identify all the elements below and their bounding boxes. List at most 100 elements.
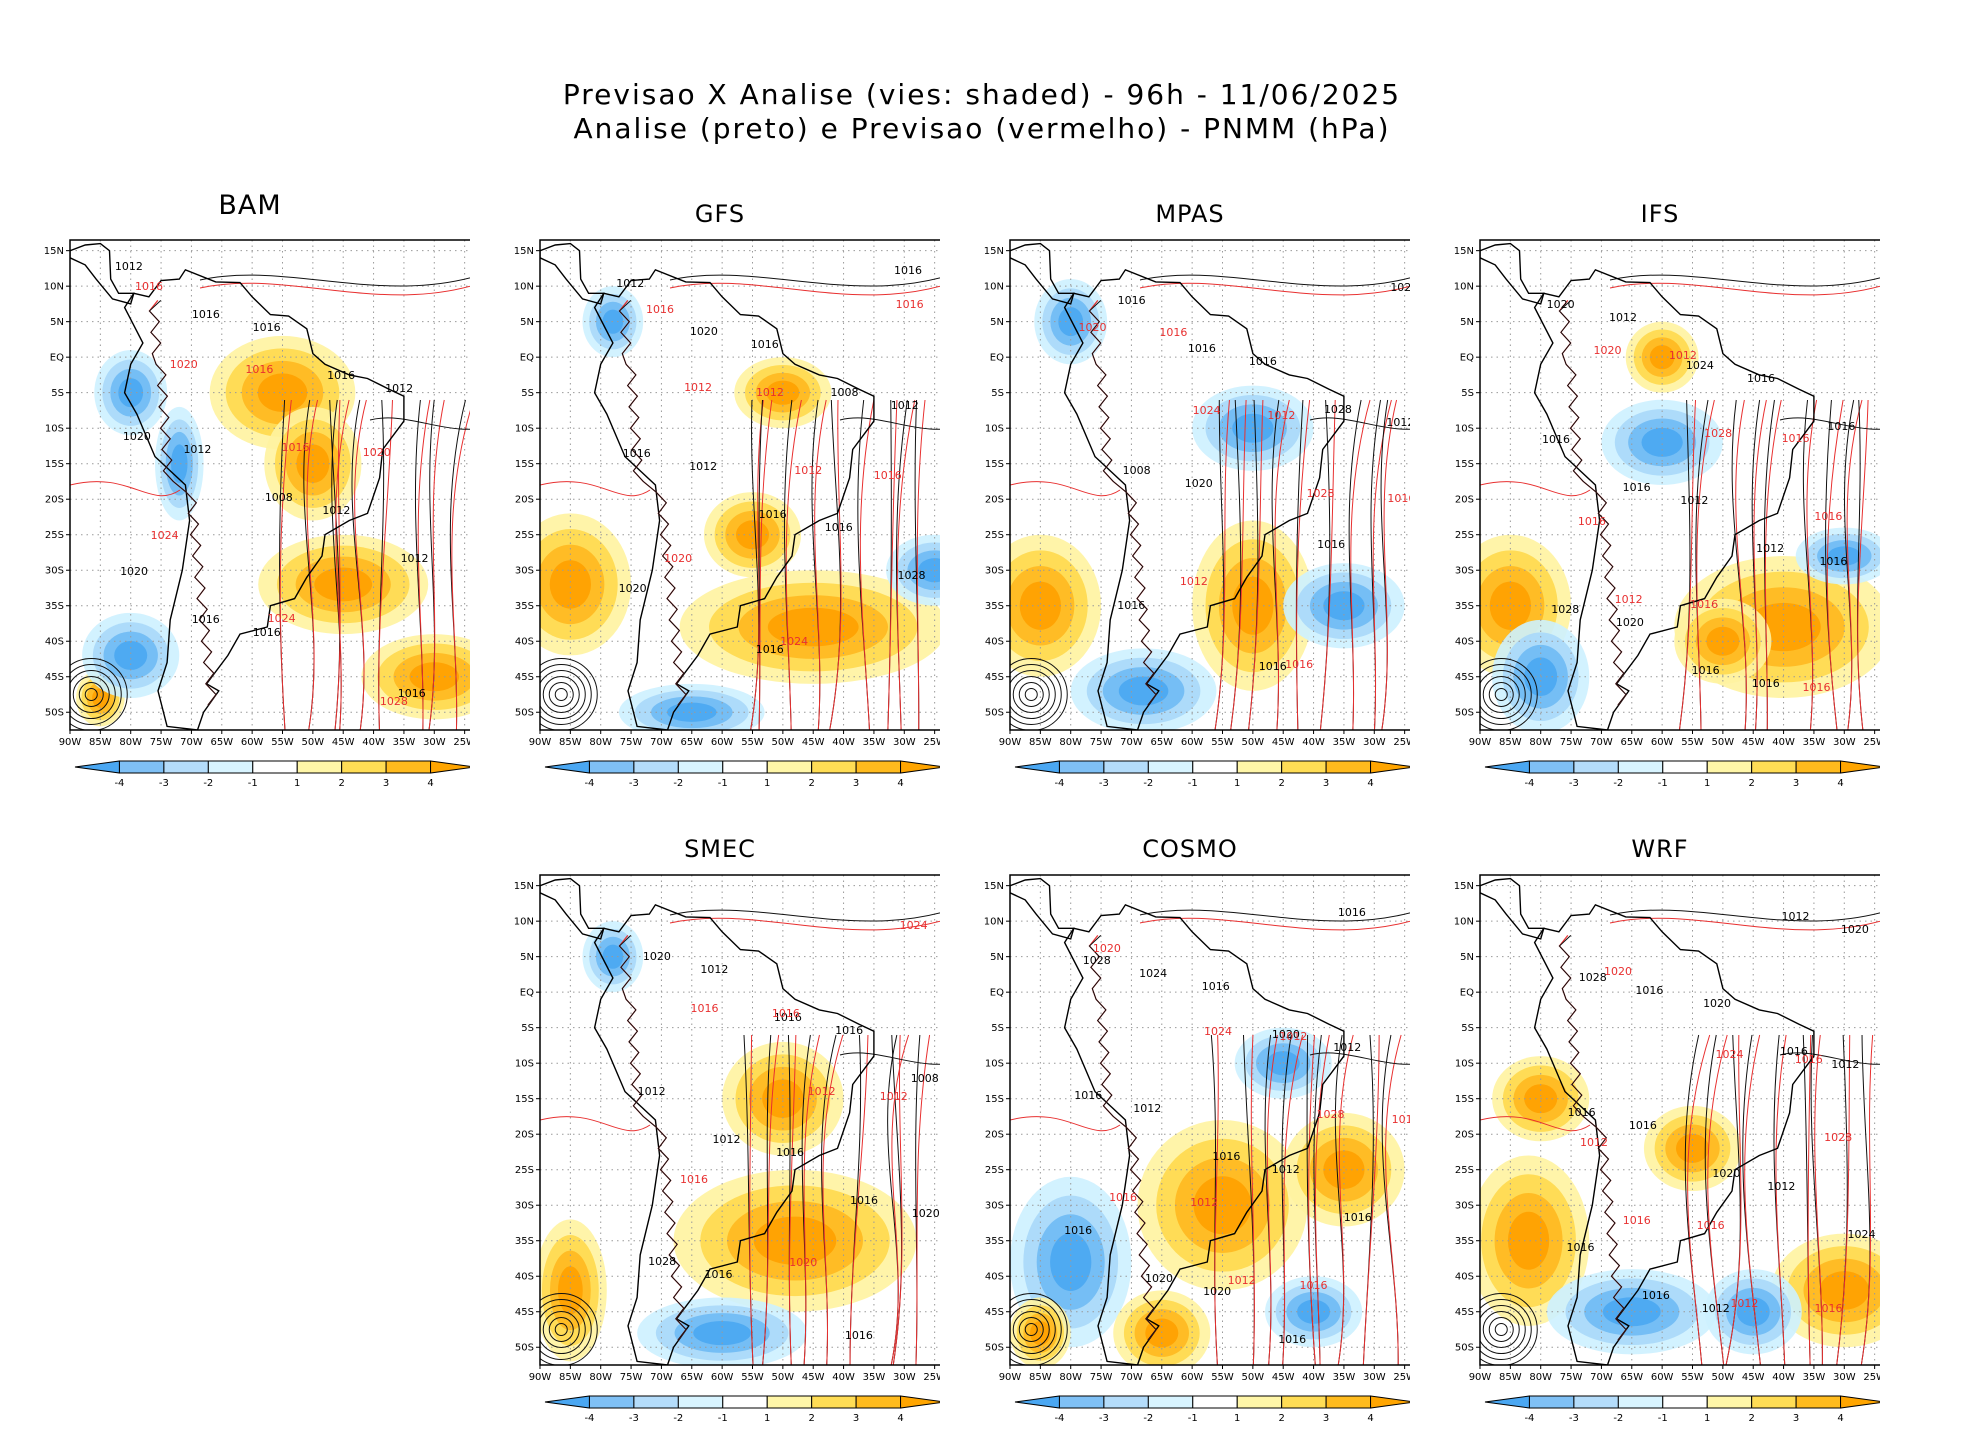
isobar-analysis: [70, 664, 122, 725]
lat-tick-label: 50S: [515, 1343, 534, 1354]
isobar-forecast: [1846, 399, 1863, 730]
isobar-analysis: [1010, 669, 1056, 719]
colorbar-label: -1: [248, 778, 258, 789]
contour-label-forecast: 1020: [1078, 321, 1106, 334]
bias-shade: [1019, 581, 1061, 630]
panel-title: MPAS: [1155, 200, 1225, 228]
map-plot: 1012101610121016102010161016102010161008…: [514, 874, 940, 1383]
lat-tick-label: EQ: [520, 353, 534, 364]
colorbar-label: 3: [853, 1413, 859, 1424]
lon-tick-label: 35W: [1333, 737, 1356, 748]
contour-label-analysis: 1012: [1756, 542, 1784, 555]
colorbar-label: -2: [1613, 1413, 1623, 1424]
colorbar-swatch: [722, 760, 768, 774]
isobar-analysis: [84, 687, 98, 701]
bias-shade: [667, 702, 717, 722]
lon-tick-label: 30W: [1363, 737, 1386, 748]
contour-label-analysis: 1016: [774, 1011, 802, 1024]
colorbar-label: -1: [718, 778, 728, 789]
colorbar-swatch: [766, 760, 813, 774]
lat-tick-label: 15N: [1454, 881, 1474, 892]
lon-tick-label: 75W: [1560, 737, 1583, 748]
lat-tick-label: 5N: [1460, 952, 1474, 963]
lat-tick-label: 50S: [1455, 708, 1474, 719]
lon-tick-label: 65W: [1150, 1372, 1173, 1383]
colorbar-swatch: [1058, 760, 1105, 774]
contour-label-forecast: 1020: [1593, 344, 1621, 357]
contour-label-analysis: 1016: [825, 521, 853, 534]
isobar-analysis: [1480, 669, 1526, 719]
contour-label-analysis: 1016: [705, 1268, 733, 1281]
lat-tick-label: 5S: [991, 1023, 1004, 1034]
bias-shade: [114, 640, 148, 670]
lon-tick-label: 40W: [832, 737, 855, 748]
lon-tick-label: 80W: [1529, 737, 1552, 748]
south-america-coastline: [1063, 268, 1345, 730]
lon-tick-label: 60W: [1181, 737, 1204, 748]
contour-label-analysis: 1020: [619, 582, 647, 595]
lat-tick-label: 10N: [1454, 282, 1474, 293]
panel-smec: SMEC 1012 1016 1012 1016 1020 1016 1016 1020 1016…: [500, 835, 940, 1445]
isobar-analysis: [1010, 1293, 1068, 1365]
isobar-forecast: [822, 1034, 844, 1365]
colorbar-label: -2: [1613, 778, 1623, 789]
isobar-analysis: [540, 664, 592, 725]
colorbar-swatch: [855, 1395, 902, 1409]
lat-tick-label: 5S: [521, 1023, 534, 1034]
isobar-analysis: [1480, 1304, 1526, 1354]
colorbar-label: -4: [584, 778, 594, 789]
lon-tick-label: 80W: [589, 737, 612, 748]
contour-label-analysis: 1016: [1566, 1241, 1594, 1254]
lon-tick-label: 85W: [1029, 1372, 1052, 1383]
contour-label-analysis: 1016: [850, 1194, 878, 1207]
isobar-forecast: [378, 399, 393, 730]
lon-tick-label: 75W: [1090, 1372, 1113, 1383]
contour-label-analysis: 1016: [253, 626, 281, 639]
colorbar: -4 -3 -2 -1 1 2 3 4: [1014, 760, 1410, 789]
lat-tick-label: 15S: [985, 1094, 1004, 1105]
lat-tick-label: 10N: [984, 917, 1004, 928]
contour-label-analysis: 1012: [713, 1133, 741, 1146]
lat-tick-label: 35S: [1455, 1236, 1474, 1247]
isobar-analysis: [1024, 687, 1038, 701]
contour-label-forecast: 1012: [880, 1090, 908, 1103]
lon-tick-label: 35W: [1803, 737, 1826, 748]
bias-shade: [1323, 1150, 1365, 1190]
contour-label-forecast: 1028: [1317, 1108, 1345, 1121]
lat-tick-label: 30S: [45, 566, 64, 577]
contour-label-analysis: 1016: [1635, 984, 1663, 997]
bias-shade: [767, 607, 859, 647]
isobar-forecast: [1274, 399, 1290, 730]
lon-tick-label: 30W: [1833, 737, 1856, 748]
colorbar-label: -3: [159, 778, 169, 789]
contour-label-forecast: 1016: [1285, 658, 1313, 671]
lon-tick-label: 55W: [1681, 737, 1704, 748]
isobar-forecast: [451, 410, 470, 730]
lat-tick-label: 10S: [1455, 424, 1474, 435]
isobar-forecast: [354, 399, 367, 730]
lon-tick-label: 25W: [453, 737, 470, 748]
lon-tick-label: 70W: [1590, 1372, 1613, 1383]
lon-tick-label: 30W: [1833, 1372, 1856, 1383]
contour-label-analysis: 1016: [1117, 599, 1145, 612]
colorbar-swatch: [118, 760, 165, 774]
contour-label-analysis: 1012: [1133, 1102, 1161, 1115]
lat-tick-label: 45S: [985, 1307, 1004, 1318]
south-america-coastline: [593, 903, 875, 1365]
colorbar-label: -3: [1569, 1413, 1579, 1424]
lon-tick-label: 30W: [893, 1372, 916, 1383]
bias-shade: [693, 1320, 752, 1346]
lon-tick-label: 40W: [832, 1372, 855, 1383]
contour-label-forecast: 1016: [1300, 1279, 1328, 1292]
isobar-forecast: [896, 399, 916, 730]
central-america-coastline: [1480, 242, 1545, 305]
colorbar-label: -2: [1143, 1413, 1153, 1424]
lon-tick-label: 70W: [180, 737, 203, 748]
contour-label-analysis: 1012: [616, 277, 644, 290]
contour-label-forecast: 1012: [794, 464, 822, 477]
isobar-analysis: [1010, 658, 1068, 730]
bias-shade: [549, 560, 591, 609]
lon-tick-label: 85W: [1499, 737, 1522, 748]
contour-label-forecast: 1028: [1824, 1131, 1852, 1144]
isobar-forecast: [428, 399, 445, 730]
